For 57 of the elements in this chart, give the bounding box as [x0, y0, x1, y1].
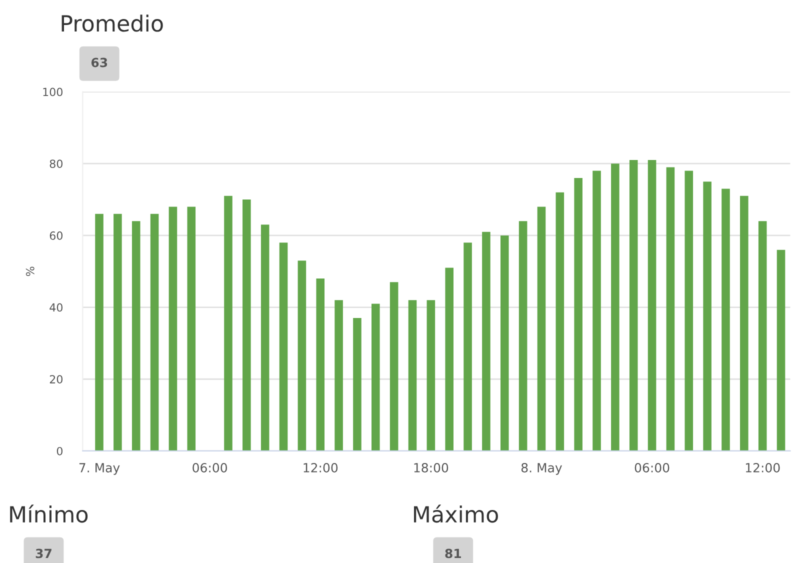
- bar: [298, 260, 306, 451]
- bar: [666, 167, 675, 451]
- bar: [95, 214, 104, 451]
- bar: [574, 178, 582, 451]
- bar: [372, 304, 380, 451]
- bar: [408, 300, 417, 451]
- y-tick-label: 20: [50, 375, 62, 384]
- bar: [703, 182, 712, 451]
- bar: [758, 221, 767, 451]
- bar: [132, 221, 140, 451]
- bar: [445, 268, 454, 451]
- y-tick-label: 0: [56, 446, 62, 456]
- bar: [537, 206, 546, 451]
- text: 81: [445, 548, 461, 558]
- x-tick-label: 8. May: [521, 462, 562, 475]
- text: Mínimo: [10, 504, 88, 523]
- bar: [722, 188, 730, 451]
- bar: [260, 224, 270, 451]
- bar: [316, 278, 325, 451]
- text: Máximo: [414, 504, 498, 523]
- bar: [242, 200, 251, 451]
- text: Promedio: [62, 14, 163, 32]
- bar: [464, 242, 472, 451]
- bar: [168, 206, 178, 451]
- bar: [114, 214, 122, 451]
- bar: [224, 196, 232, 451]
- y-tick-label: 40: [50, 303, 62, 312]
- bar: [611, 164, 620, 451]
- bar: [426, 300, 436, 451]
- x-tick-label: 7. May: [79, 463, 120, 475]
- x-tick-label: 06:00: [634, 462, 670, 472]
- x-tick-label: 06:00: [192, 462, 227, 472]
- bar: [334, 300, 343, 451]
- bar: [776, 250, 786, 451]
- bar: [482, 232, 490, 451]
- bar: [629, 160, 638, 451]
- bar: [592, 170, 601, 451]
- x-tick-label: 12:00: [304, 462, 338, 472]
- bar: [150, 214, 159, 451]
- bar: [187, 206, 196, 451]
- y-axis-title: %: [26, 266, 34, 276]
- text: 37: [36, 548, 52, 558]
- bar: [684, 170, 694, 451]
- bar: [518, 221, 528, 451]
- y-tick-label: 100: [43, 88, 62, 96]
- bar: [353, 318, 362, 451]
- y-tick-label: 80: [50, 160, 62, 168]
- bar: [279, 242, 288, 451]
- x-tick-label: 12:00: [746, 462, 780, 472]
- bar: [390, 282, 398, 451]
- bar: [648, 160, 656, 451]
- bar: [500, 235, 509, 451]
- bar: [556, 192, 564, 451]
- bar: [740, 196, 748, 451]
- x-tick-label: 18:00: [414, 462, 448, 472]
- y-tick-label: 60: [50, 231, 62, 240]
- text: 63: [91, 58, 108, 68]
